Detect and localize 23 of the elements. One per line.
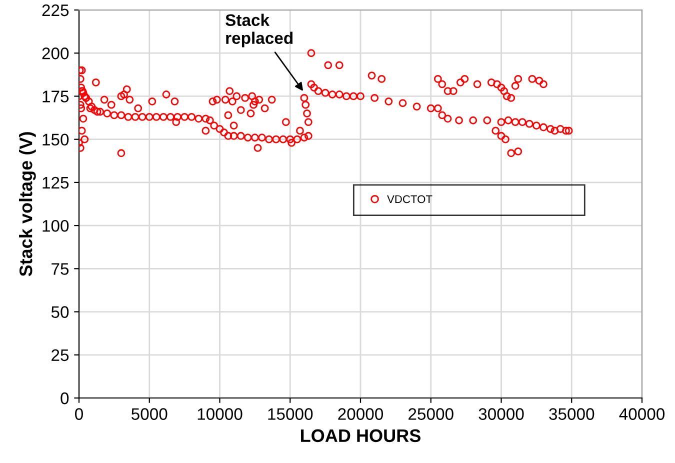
x-tick-label: 10000 bbox=[198, 408, 242, 420]
x-axis-title: LOAD HOURS bbox=[301, 429, 420, 442]
y-axis-title: Stack voltage (V) bbox=[19, 132, 36, 276]
y-tick-label: 25 bbox=[52, 349, 69, 362]
x-tick-label: 35000 bbox=[549, 408, 594, 420]
y-tick-label: 100 bbox=[42, 220, 69, 232]
annotation: Stack replaced bbox=[226, 14, 293, 48]
x-tick-label: 0 bbox=[75, 408, 83, 420]
x-tick-label: 30000 bbox=[478, 408, 524, 420]
x-tick-label: 15000 bbox=[268, 408, 313, 420]
x-tick-label: 5000 bbox=[132, 408, 168, 420]
y-tick-label: 175 bbox=[42, 90, 69, 102]
legend-label: VDCTOT bbox=[387, 195, 432, 204]
y-tick-label: 75 bbox=[52, 263, 69, 275]
x-tick-label: 25000 bbox=[408, 408, 454, 420]
y-tick-label: 0 bbox=[60, 392, 69, 404]
y-tick-label: 225 bbox=[42, 4, 69, 16]
y-tick-label: 125 bbox=[42, 176, 69, 189]
x-tick-label: 40000 bbox=[619, 408, 665, 420]
y-tick-label: 150 bbox=[42, 134, 69, 146]
y-tick-label: 50 bbox=[51, 306, 69, 318]
x-tick-label: 20000 bbox=[338, 408, 384, 420]
y-tick-label: 200 bbox=[42, 48, 69, 60]
